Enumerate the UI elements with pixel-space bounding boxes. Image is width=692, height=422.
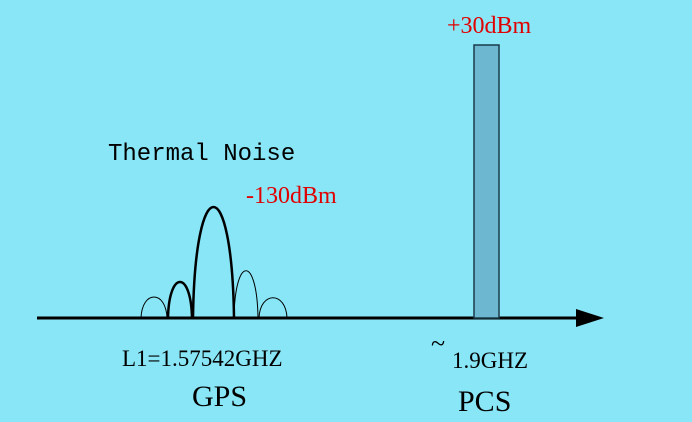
pcs-frequency: 1.9GHZ — [452, 348, 528, 373]
gps-frequency: L1=1.57542GHZ — [122, 346, 283, 371]
gps-label: GPS — [192, 380, 247, 413]
side-lobe — [233, 270, 259, 319]
main-lobe — [191, 206, 236, 319]
axis-arrow — [576, 309, 604, 327]
pcs-power-label: +30dBm — [447, 13, 532, 39]
pcs-label: PCS — [458, 385, 511, 418]
side-lobe — [258, 297, 288, 319]
side-lobe — [166, 281, 194, 319]
noise-power-label: -130dBm — [246, 183, 337, 209]
approx-symbol: ~ — [431, 329, 445, 358]
side-lobe — [140, 296, 168, 319]
pcs-signal-bar — [473, 44, 500, 319]
noise-title: Thermal Noise — [108, 141, 295, 168]
